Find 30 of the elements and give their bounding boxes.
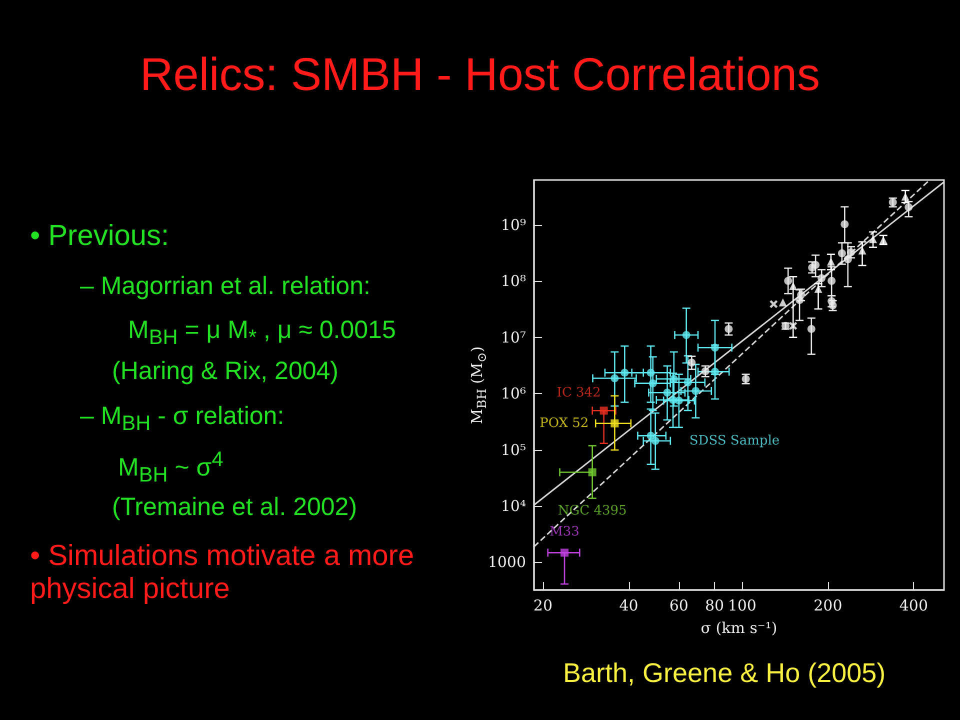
y-tick-label: 10⁶ [500,384,526,403]
y-tick-label: 10⁹ [500,216,526,234]
y-tick-label: 10⁵ [500,440,526,459]
series-label: M33 [550,524,580,540]
text: M$_{BH}$ ~ σ$^{4}$ [118,448,224,488]
x-axis-title: σ (km s⁻¹) [700,619,778,638]
text: NGC 4395 [558,503,627,518]
series-label: IC 342 [556,386,601,401]
x-tick-label: 400 [899,596,928,614]
x-tick-label: 40 [619,596,638,614]
chart-title: Relics: SMBH - Host Correlations [139,48,821,101]
x-tick-label: 60 [669,596,688,614]
y-tick-label: 10⁴ [500,496,526,515]
text: – Magorrian et al. relation: [80,272,370,301]
y-tick-label: 1000 [488,553,526,572]
y-tick-label: 10⁸ [500,272,526,290]
text: M$_{BH}$ = μ M$_{*}$ , μ ≈ 0.0015 [128,316,396,350]
text: – M$_{BH}$ - σ relation: [80,402,284,436]
y-tick-label: 10⁷ [500,328,526,346]
text: • Previous: [30,220,170,254]
text: SDSS Sample [689,433,780,448]
x-tick-label: 80 [704,596,724,614]
series-label: POX 52 [540,416,589,431]
text: (Haring & Rix, 2004) [112,357,338,386]
x-tick-label: 100 [728,596,756,614]
text: (Tremaine et al. 2002) [112,493,358,522]
text: • Simulations motivate a more physical picture [30,540,416,607]
x-tick-label: 200 [814,596,842,614]
text: Barth, Greene & Ho (2005) [563,658,886,690]
x-tick-label: 20 [533,596,553,614]
